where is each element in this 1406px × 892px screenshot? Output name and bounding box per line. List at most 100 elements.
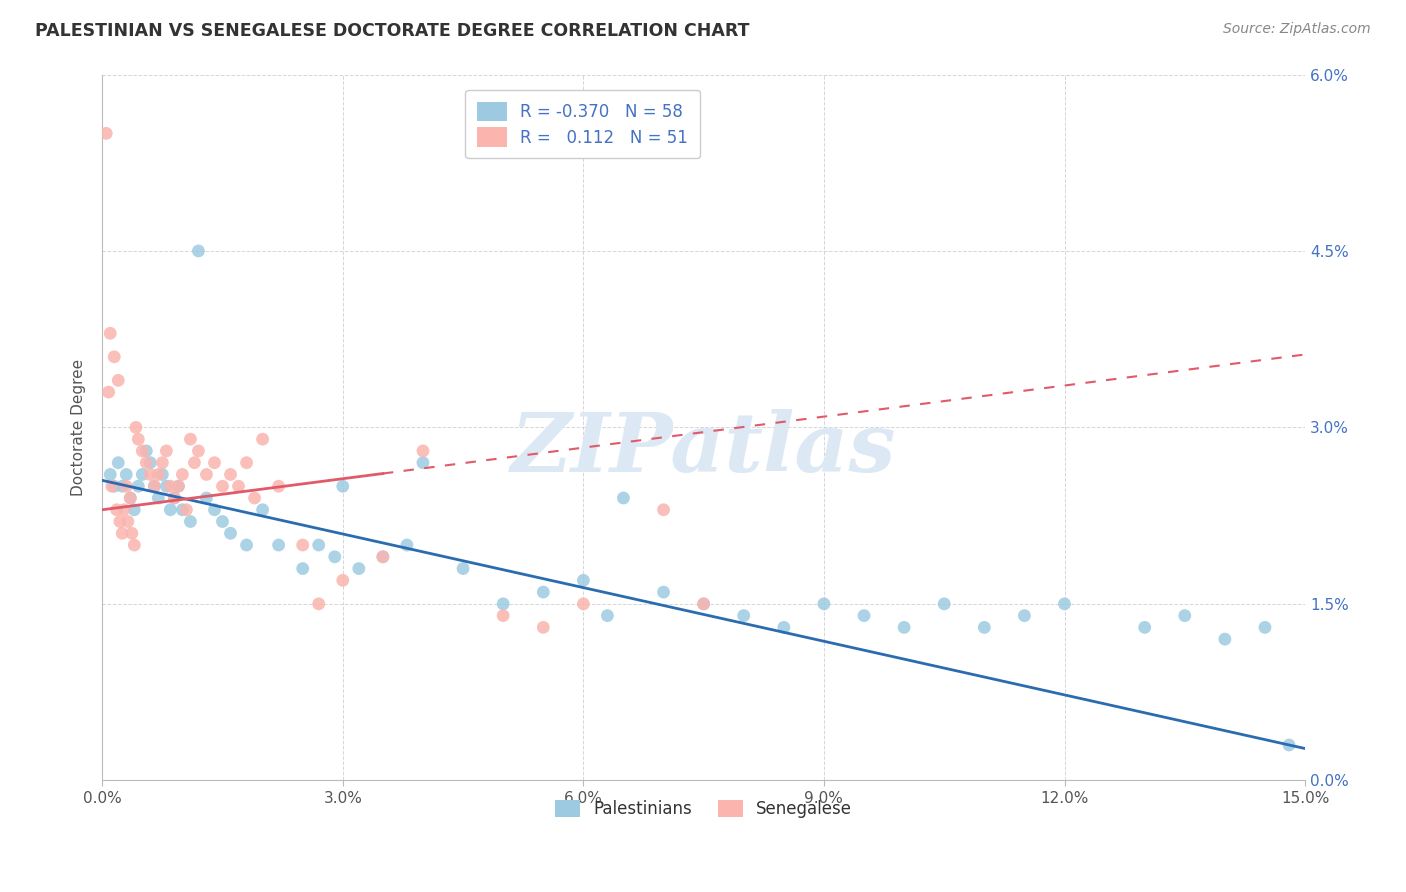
- Point: [143, 479, 166, 493]
- Point: [108, 515, 131, 529]
- Point: [159, 502, 181, 516]
- Point: [111, 526, 134, 541]
- Point: [139, 467, 162, 482]
- Legend: Palestinians, Senegalese: Palestinians, Senegalese: [548, 793, 859, 825]
- Point: [172, 467, 194, 482]
- Point: [893, 620, 915, 634]
- Point: [1053, 597, 1076, 611]
- Point: [412, 456, 434, 470]
- Point: [973, 620, 995, 634]
- Point: [111, 479, 134, 493]
- Text: PALESTINIAN VS SENEGALESE DOCTORATE DEGREE CORRELATION CHART: PALESTINIAN VS SENEGALESE DOCTORATE DEGR…: [35, 22, 749, 40]
- Point: [179, 432, 201, 446]
- Point: [150, 467, 173, 482]
- Point: [235, 456, 257, 470]
- Point: [148, 491, 170, 505]
- Point: [103, 350, 125, 364]
- Point: [291, 538, 314, 552]
- Point: [187, 444, 209, 458]
- Point: [492, 597, 515, 611]
- Point: [733, 608, 755, 623]
- Point: [105, 502, 128, 516]
- Point: [252, 432, 274, 446]
- Point: [107, 373, 129, 387]
- Y-axis label: Doctorate Degree: Doctorate Degree: [72, 359, 86, 496]
- Point: [115, 467, 138, 482]
- Point: [117, 515, 139, 529]
- Point: [195, 467, 218, 482]
- Point: [853, 608, 876, 623]
- Point: [531, 585, 554, 599]
- Point: [652, 585, 675, 599]
- Point: [267, 479, 290, 493]
- Point: [115, 479, 138, 493]
- Point: [572, 574, 595, 588]
- Point: [652, 502, 675, 516]
- Point: [692, 597, 714, 611]
- Point: [187, 244, 209, 258]
- Point: [252, 502, 274, 516]
- Point: [183, 456, 205, 470]
- Point: [163, 491, 186, 505]
- Point: [163, 491, 186, 505]
- Point: [124, 502, 146, 516]
- Point: [107, 456, 129, 470]
- Point: [395, 538, 418, 552]
- Point: [531, 620, 554, 634]
- Point: [291, 561, 314, 575]
- Point: [167, 479, 190, 493]
- Point: [195, 491, 218, 505]
- Point: [243, 491, 266, 505]
- Point: [135, 444, 157, 458]
- Point: [103, 479, 125, 493]
- Point: [612, 491, 634, 505]
- Point: [813, 597, 835, 611]
- Point: [412, 444, 434, 458]
- Point: [121, 526, 143, 541]
- Point: [371, 549, 394, 564]
- Point: [143, 479, 166, 493]
- Point: [101, 479, 124, 493]
- Point: [308, 538, 330, 552]
- Point: [127, 432, 149, 446]
- Point: [204, 456, 226, 470]
- Point: [451, 561, 474, 575]
- Point: [371, 549, 394, 564]
- Point: [332, 479, 354, 493]
- Point: [1133, 620, 1156, 634]
- Point: [172, 502, 194, 516]
- Point: [120, 491, 142, 505]
- Point: [124, 538, 146, 552]
- Point: [98, 467, 121, 482]
- Point: [596, 608, 619, 623]
- Point: [150, 456, 173, 470]
- Point: [112, 502, 135, 516]
- Point: [267, 538, 290, 552]
- Point: [228, 479, 250, 493]
- Point: [125, 420, 148, 434]
- Point: [139, 456, 162, 470]
- Point: [97, 385, 120, 400]
- Text: ZIPatlas: ZIPatlas: [510, 409, 897, 489]
- Point: [347, 561, 370, 575]
- Text: Source: ZipAtlas.com: Source: ZipAtlas.com: [1223, 22, 1371, 37]
- Point: [167, 479, 190, 493]
- Point: [96, 126, 118, 140]
- Point: [219, 467, 242, 482]
- Point: [131, 467, 153, 482]
- Point: [1213, 632, 1236, 647]
- Point: [934, 597, 956, 611]
- Point: [127, 479, 149, 493]
- Point: [98, 326, 121, 341]
- Point: [155, 444, 177, 458]
- Point: [692, 597, 714, 611]
- Point: [308, 597, 330, 611]
- Point: [155, 479, 177, 493]
- Point: [492, 608, 515, 623]
- Point: [204, 502, 226, 516]
- Point: [120, 491, 142, 505]
- Point: [1174, 608, 1197, 623]
- Point: [323, 549, 346, 564]
- Point: [159, 479, 181, 493]
- Point: [176, 502, 198, 516]
